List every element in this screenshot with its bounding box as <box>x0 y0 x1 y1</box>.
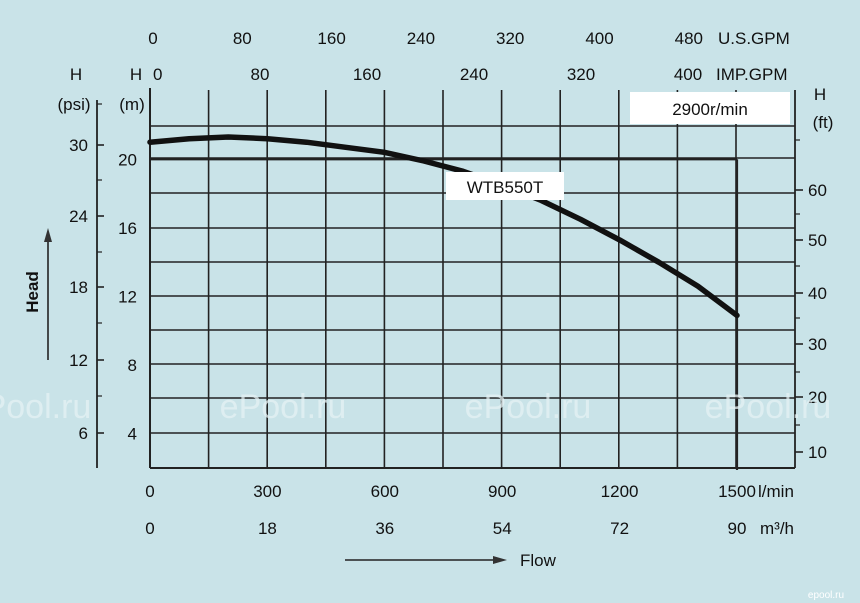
left-psi-tick-label: 12 <box>69 351 88 370</box>
top-usgpm-tick-label: 240 <box>407 29 435 48</box>
left-m-tick-label: 16 <box>118 219 137 238</box>
bottom-lpm-tick-label: 1500 <box>718 482 756 501</box>
bottom-m3h-tick-label: 18 <box>258 519 277 538</box>
bottom-m3h-tick-label: 72 <box>610 519 629 538</box>
head-axis-arrow-head <box>44 228 52 242</box>
left-m-tick-label: 20 <box>118 150 137 169</box>
bottom-lpm-tick-label: 900 <box>488 482 516 501</box>
flow-axis-arrow-head <box>493 556 507 564</box>
flow-axis-title: Flow <box>520 551 557 570</box>
top-impgpm-tick-label: 160 <box>353 65 381 84</box>
top-impgpm-tick-label: 400 <box>674 65 702 84</box>
top-impgpm-tick-label: 240 <box>460 65 488 84</box>
head-curve-wtb550t <box>147 134 740 319</box>
series-label-wtb550t: WTB550T <box>467 178 544 197</box>
top-usgpm-tick-label: 0 <box>148 29 157 48</box>
bottom-lpm-tick-label: 0 <box>145 482 154 501</box>
left-m-axis-title: H <box>130 65 142 84</box>
speed-label-box <box>630 92 790 124</box>
right-ft-tick-label: 10 <box>808 443 827 462</box>
right-ft-axis-unit: (ft) <box>813 113 834 132</box>
right-ft-tick-label: 30 <box>808 335 827 354</box>
top-impgpm-tick-label: 0 <box>153 65 162 84</box>
head-axis-title: Head <box>23 271 42 313</box>
left-psi-tick-label: 24 <box>69 207 88 226</box>
left-psi-axis-unit: (psi) <box>57 95 90 114</box>
top-usgpm-tick-label: 400 <box>585 29 613 48</box>
right-ft-tick-label: 20 <box>808 388 827 407</box>
top-usgpm-tick-label: 320 <box>496 29 524 48</box>
watermark-text: ePool.ru <box>705 388 832 426</box>
bottom-lpm-tick-label: 300 <box>253 482 281 501</box>
left-psi-axis-title: H <box>70 65 82 84</box>
bottom-m3h-tick-label: 0 <box>145 519 154 538</box>
speed-label: 2900r/min <box>672 100 748 119</box>
right-ft-tick-label: 60 <box>808 181 827 200</box>
left-m-tick-label: 12 <box>118 288 137 307</box>
right-ft-tick-label: 40 <box>808 284 827 303</box>
bottom-m3h-unit-label: m³/h <box>760 519 794 538</box>
bottom-m3h-tick-label: 36 <box>375 519 394 538</box>
left-psi-tick-label: 30 <box>69 136 88 155</box>
top-usgpm-tick-label: 80 <box>233 29 252 48</box>
left-m-tick-label: 4 <box>128 425 137 444</box>
top-impgpm-tick-label: 320 <box>567 65 595 84</box>
bottom-lpm-tick-label: 1200 <box>601 482 639 501</box>
bottom-lpm-unit-label: l/min <box>758 482 794 501</box>
watermark-text: ePool.ru <box>220 388 347 426</box>
bottom-m3h-tick-label: 90 <box>728 519 747 538</box>
left-psi-tick-label: 18 <box>69 278 88 297</box>
bottom-m3h-tick-label: 54 <box>493 519 512 538</box>
series-label-box <box>446 172 564 200</box>
watermark-text: ePool.ru <box>0 388 91 426</box>
left-m-tick-label: 8 <box>128 356 137 375</box>
top-usgpm-tick-label: 480 <box>675 29 703 48</box>
corner-watermark: epool.ru <box>808 590 844 601</box>
top-impgpm-unit-label: IMP.GPM <box>716 65 787 84</box>
bottom-lpm-tick-label: 600 <box>371 482 399 501</box>
top-impgpm-tick-label: 80 <box>251 65 270 84</box>
top-usgpm-tick-label: 160 <box>317 29 345 48</box>
watermark-text: ePool.ru <box>465 388 592 426</box>
right-ft-tick-label: 50 <box>808 231 827 250</box>
right-ft-axis-title: H <box>814 85 826 104</box>
top-usgpm-unit-label: U.S.GPM <box>718 29 790 48</box>
left-m-axis-unit: (m) <box>119 95 144 114</box>
left-psi-tick-label: 6 <box>79 424 88 443</box>
